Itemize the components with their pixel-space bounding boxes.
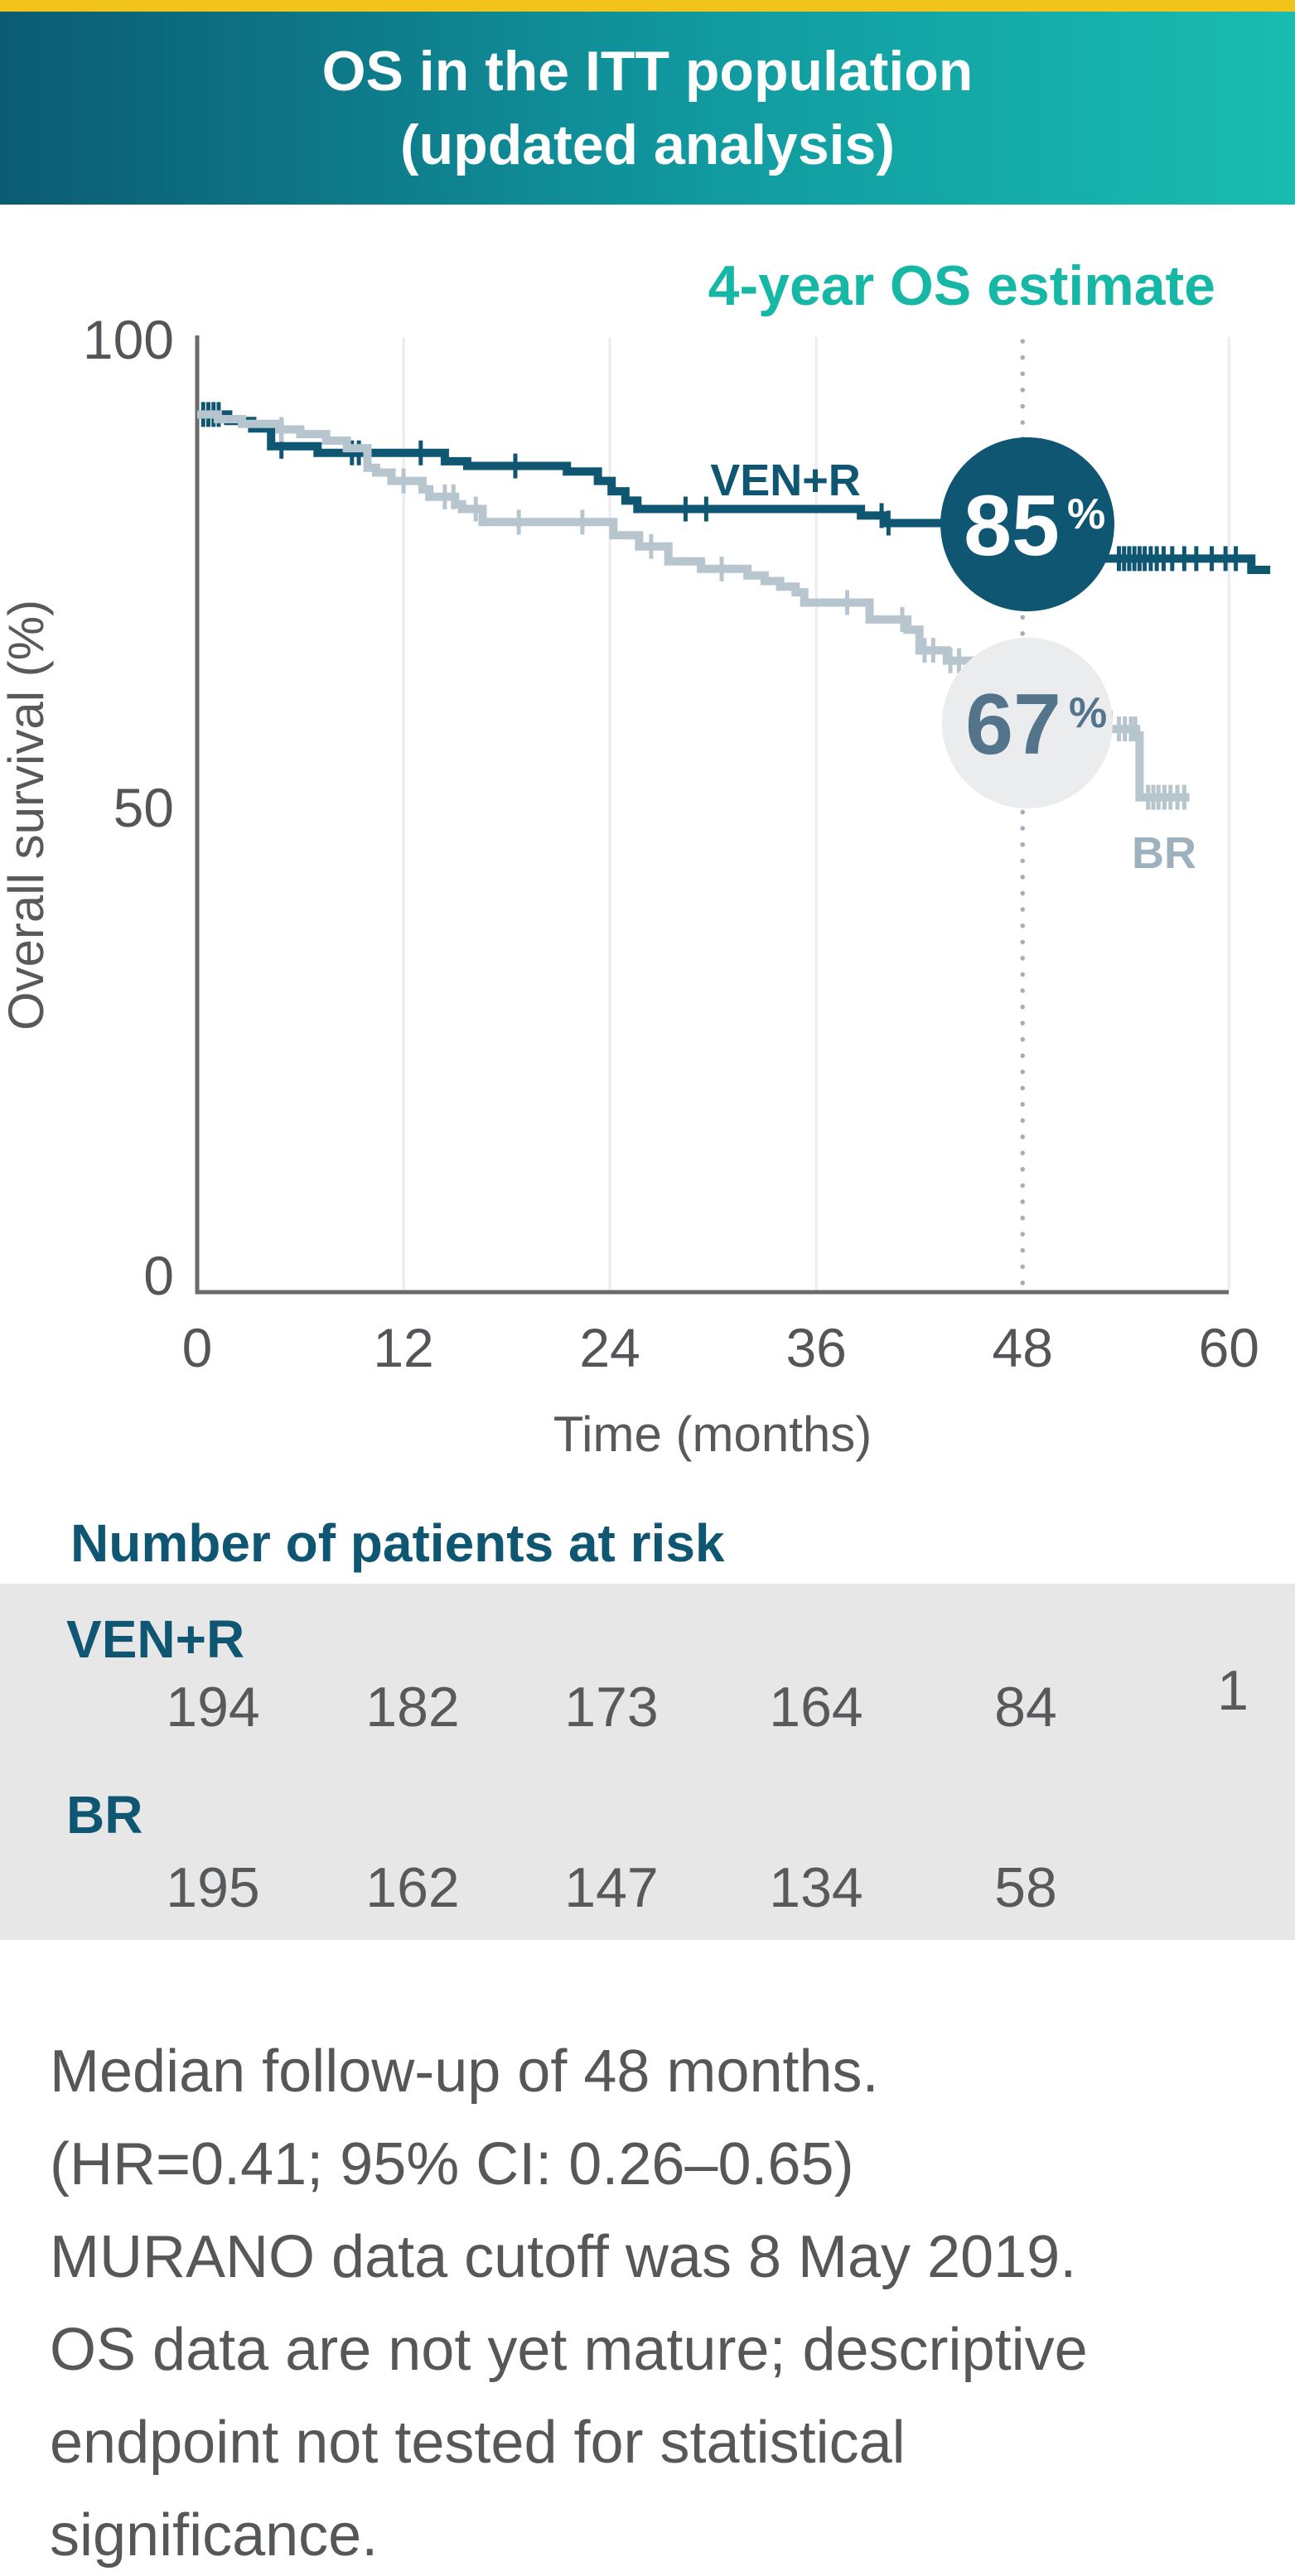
top-accent-bar: [0, 0, 1295, 12]
y-tick-label-0: 0: [143, 1245, 174, 1306]
risk-count-VEN+R-12mo: 182: [365, 1676, 460, 1739]
footnote-line-5: endpoint not tested for statistical: [50, 2410, 906, 2476]
footnote-block: Median follow-up of 48 months. (HR=0.41; …: [50, 2025, 1259, 2576]
venr-estimate-percent-sign: %: [1067, 490, 1105, 538]
y-axis-title: Overall survival (%): [0, 600, 54, 1030]
title-banner: OS in the ITT population (updated analys…: [0, 12, 1295, 205]
x-tick-label-36: 36: [785, 1317, 846, 1378]
axis-tick-labels: 0 12 24 36 48 60 100 50 0: [83, 309, 1259, 1378]
page-title-line1: OS in the ITT population: [321, 39, 974, 103]
footnote-line-3: MURANO data cutoff was 8 May 2019.: [50, 2224, 1077, 2290]
footnote-line-2: (HR=0.41; 95% CI: 0.26–0.65): [50, 2131, 854, 2197]
risk-count-VEN+R-0mo: 194: [166, 1676, 260, 1739]
risk-count-VEN+R-60mo: 1: [1217, 1659, 1249, 1722]
km-survival-chart: 0 12 24 36 48 60 100 50 0 VEN+R BR 85 % 67 % Tim…: [0, 309, 1271, 1462]
risk-table-heading: Number of patients at risk: [70, 1513, 725, 1573]
four-year-os-estimate-label: 4-year OS estimate: [708, 254, 1215, 317]
chart-gridlines: [402, 337, 1230, 1291]
risk-count-BR-0mo: 195: [166, 1856, 260, 1919]
x-tick-label-48: 48: [993, 1317, 1053, 1378]
risk-row-label-br: BR: [66, 1785, 143, 1845]
risk-count-BR-12mo: 162: [365, 1856, 460, 1919]
chart-axes: [195, 335, 1229, 1295]
br-estimate-badge: [942, 638, 1113, 808]
x-tick-label-12: 12: [373, 1317, 433, 1378]
x-tick-label-60: 60: [1199, 1317, 1259, 1378]
footnote-line-1: Median follow-up of 48 months.: [50, 2038, 879, 2105]
footnote-line-4: OS data are not yet mature; descriptive: [50, 2317, 1088, 2383]
page-title-line2: (updated analysis): [399, 113, 896, 176]
br-estimate-percent-sign: %: [1069, 689, 1107, 737]
risk-count-VEN+R-24mo: 173: [564, 1676, 659, 1739]
venr-estimate-value: 85: [964, 478, 1060, 574]
risk-count-VEN+R-36mo: 164: [769, 1676, 863, 1739]
risk-count-BR-36mo: 134: [769, 1856, 863, 1919]
venr-estimate-badge: [940, 437, 1114, 611]
risk-count-VEN+R-48mo: 84: [994, 1676, 1057, 1739]
y-tick-label-100: 100: [83, 309, 174, 370]
venr-curve-label: VEN+R: [710, 456, 861, 505]
footnote-line-6: significance.: [50, 2502, 379, 2569]
y-tick-label-50: 50: [114, 777, 174, 838]
x-axis-title: Time (months): [553, 1406, 872, 1462]
x-tick-label-24: 24: [579, 1317, 640, 1378]
br-curve-label: BR: [1132, 828, 1196, 878]
risk-row-label-venr: VEN+R: [66, 1609, 245, 1669]
risk-count-BR-48mo: 58: [994, 1856, 1057, 1919]
br-estimate-value: 67: [965, 677, 1061, 773]
risk-table: VEN+R BR 194 182 173 164 84 1 195 162 147 134 58: [0, 1584, 1295, 1940]
x-tick-label-0: 0: [182, 1317, 213, 1378]
risk-count-BR-24mo: 147: [564, 1856, 659, 1919]
